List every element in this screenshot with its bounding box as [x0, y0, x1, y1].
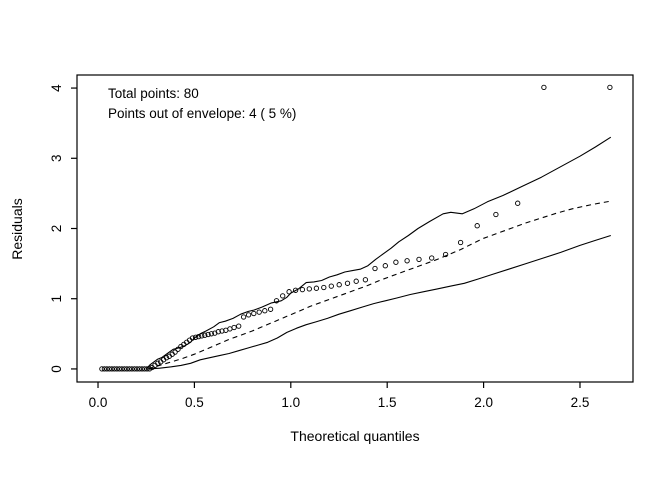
data-point: [104, 366, 110, 372]
data-point: [126, 366, 133, 372]
data-point: [109, 366, 115, 372]
data-point: [119, 366, 125, 372]
data-point: [313, 285, 320, 291]
data-point: [121, 366, 128, 372]
x-tick-label: 0.0: [89, 395, 108, 410]
data-point: [336, 282, 342, 288]
data-point: [256, 309, 262, 315]
data-point: [106, 366, 113, 372]
y-tick-label: 1: [49, 295, 64, 303]
data-point: [286, 289, 292, 295]
data-point: [429, 255, 435, 261]
data-point: [416, 256, 422, 263]
x-tick-label: 2.0: [474, 395, 493, 410]
data-point: [163, 355, 170, 361]
data-point: [111, 366, 118, 372]
y-tick-label: 0: [49, 365, 64, 373]
data-point: [205, 331, 211, 338]
x-tick-label: 1.5: [378, 395, 397, 410]
data-point: [114, 366, 120, 372]
data-point: [131, 366, 138, 372]
data-point: [236, 323, 242, 329]
data-point: [442, 251, 449, 258]
annotation-box: Total points: 80 Points out of envelope:…: [108, 84, 296, 124]
data-point: [541, 84, 547, 91]
data-point: [299, 286, 306, 293]
data-point: [101, 366, 108, 372]
data-point: [124, 366, 130, 372]
lower-envelope-line: [148, 234, 611, 370]
y-tick-label: 3: [49, 155, 64, 163]
median-line-line: [147, 200, 611, 370]
x-axis-title: Theoretical quantiles: [290, 428, 420, 444]
data-point: [262, 308, 268, 314]
data-point: [231, 324, 237, 331]
data-point: [136, 366, 143, 372]
data-point: [219, 328, 225, 334]
data-point: [328, 283, 334, 289]
data-point: [457, 239, 464, 246]
data-point: [134, 366, 140, 372]
data-point: [199, 333, 205, 339]
annotation-total-points: Total points: 80: [108, 86, 199, 101]
x-tick-label: 1.0: [281, 395, 300, 410]
data-point: [515, 200, 521, 206]
data-point: [215, 329, 221, 335]
data-point: [607, 84, 613, 91]
data-point: [192, 334, 199, 340]
data-point: [245, 312, 252, 318]
y-axis-title: Residuals: [9, 198, 25, 260]
data-point: [116, 366, 123, 372]
x-tick-label: 2.5: [571, 395, 590, 410]
data-point: [344, 280, 351, 286]
y-tick-label: 4: [49, 84, 64, 92]
y-tick-label: 2: [49, 225, 64, 233]
annotation-points-out-of-envelope: Points out of envelope: 4 ( 5 %): [108, 106, 297, 121]
data-point: [306, 286, 312, 292]
data-point: [372, 265, 378, 272]
data-point: [280, 293, 286, 299]
data-point: [353, 278, 359, 284]
data-point: [474, 223, 480, 229]
data-point: [139, 366, 145, 372]
data-point: [202, 332, 208, 338]
data-point: [129, 366, 135, 372]
data-point: [175, 346, 181, 352]
data-point: [362, 277, 369, 283]
data-point: [172, 349, 178, 355]
data-point: [321, 284, 327, 291]
data-point: [292, 287, 299, 293]
data-point: [251, 310, 257, 317]
data-point: [267, 306, 274, 312]
data-point: [208, 331, 215, 337]
data-point: [99, 366, 105, 372]
data-point: [227, 326, 233, 332]
data-point: [240, 314, 247, 320]
data-point: [393, 259, 399, 265]
data-point: [493, 211, 499, 218]
x-tick-label: 0.5: [185, 395, 204, 410]
upper-envelope-line: [145, 136, 612, 370]
data-point: [382, 263, 388, 269]
data-point: [404, 258, 410, 264]
